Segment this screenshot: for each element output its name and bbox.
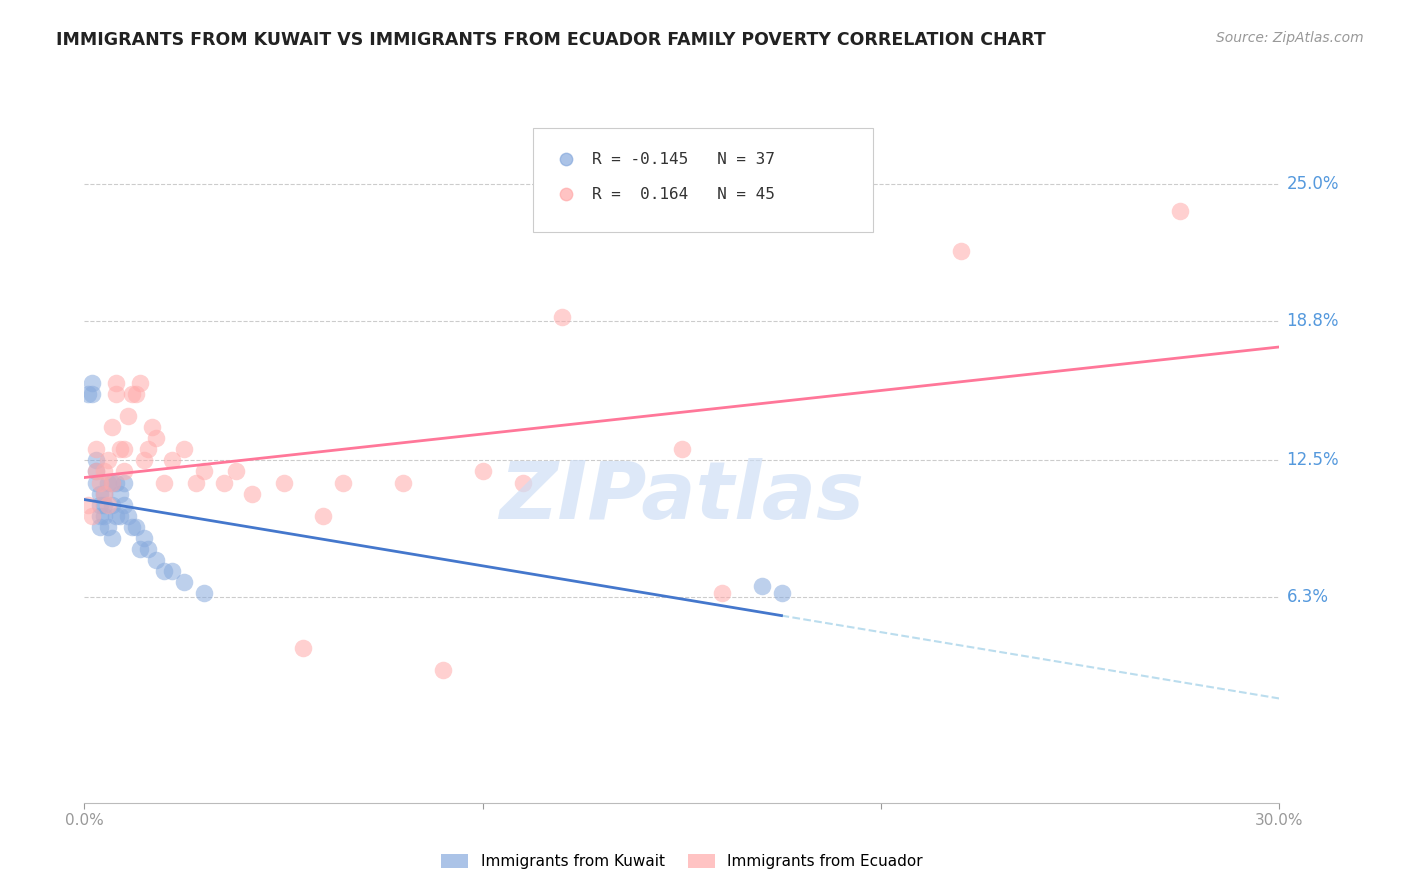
Point: [949, 244, 972, 258]
Point: [112, 465, 135, 479]
Point: [82, 508, 104, 523]
Point: [432, 663, 454, 677]
Point: [212, 475, 235, 490]
Point: [86, 475, 108, 490]
Point: [332, 475, 354, 490]
Text: R = -0.145   N = 37: R = -0.145 N = 37: [592, 152, 775, 167]
Point: [392, 475, 415, 490]
Point: [89, 519, 111, 533]
Text: Source: ZipAtlas.com: Source: ZipAtlas.com: [1216, 31, 1364, 45]
Point: [105, 376, 128, 391]
Point: [129, 376, 152, 391]
Point: [551, 310, 574, 324]
Point: [101, 475, 124, 490]
Point: [77, 498, 100, 512]
Point: [89, 498, 111, 512]
Point: [136, 541, 159, 556]
Point: [82, 387, 104, 401]
Point: [193, 465, 215, 479]
Point: [82, 376, 104, 391]
Point: [86, 465, 108, 479]
Point: [101, 498, 124, 512]
Point: [153, 564, 176, 578]
Point: [101, 475, 124, 490]
Point: [129, 541, 152, 556]
Point: [110, 508, 132, 523]
Point: [770, 586, 793, 600]
Point: [86, 442, 108, 457]
Point: [97, 453, 120, 467]
Point: [105, 475, 128, 490]
Point: [225, 465, 247, 479]
Point: [89, 508, 111, 523]
Text: R =  0.164   N = 45: R = 0.164 N = 45: [592, 186, 775, 202]
Point: [93, 498, 115, 512]
Point: [77, 387, 100, 401]
Point: [105, 508, 128, 523]
Point: [1168, 203, 1191, 218]
Point: [136, 442, 159, 457]
Text: IMMIGRANTS FROM KUWAIT VS IMMIGRANTS FROM ECUADOR FAMILY POVERTY CORRELATION CHA: IMMIGRANTS FROM KUWAIT VS IMMIGRANTS FRO…: [56, 31, 1046, 49]
Point: [471, 465, 494, 479]
Point: [512, 475, 534, 490]
Point: [173, 442, 195, 457]
Text: ZIPatlas: ZIPatlas: [499, 458, 865, 536]
Point: [193, 586, 215, 600]
Legend: Immigrants from Kuwait, Immigrants from Ecuador: Immigrants from Kuwait, Immigrants from …: [434, 848, 929, 875]
Point: [112, 475, 135, 490]
Point: [89, 486, 111, 500]
Point: [292, 641, 315, 656]
Point: [710, 586, 733, 600]
Point: [110, 486, 132, 500]
Point: [112, 442, 135, 457]
Point: [184, 475, 207, 490]
Text: 25.0%: 25.0%: [1286, 176, 1339, 194]
Point: [93, 465, 115, 479]
Point: [101, 420, 124, 434]
Point: [173, 574, 195, 589]
Point: [240, 486, 263, 500]
Point: [125, 387, 148, 401]
Point: [671, 442, 693, 457]
Point: [117, 409, 139, 424]
Point: [97, 498, 120, 512]
Point: [86, 453, 108, 467]
Point: [312, 508, 335, 523]
Point: [751, 579, 773, 593]
Text: 6.3%: 6.3%: [1286, 589, 1329, 607]
Point: [125, 519, 148, 533]
Text: 12.5%: 12.5%: [1286, 451, 1339, 469]
Point: [132, 453, 156, 467]
Point: [93, 508, 115, 523]
Point: [160, 453, 183, 467]
Point: [160, 564, 183, 578]
Point: [105, 387, 128, 401]
Point: [97, 519, 120, 533]
Point: [101, 531, 124, 545]
Point: [132, 531, 156, 545]
Point: [93, 486, 115, 500]
Point: [110, 442, 132, 457]
Point: [153, 475, 176, 490]
Point: [145, 553, 167, 567]
Point: [145, 431, 167, 445]
FancyBboxPatch shape: [533, 128, 873, 232]
Point: [121, 387, 143, 401]
Point: [86, 465, 108, 479]
Point: [117, 508, 139, 523]
Point: [112, 498, 135, 512]
Point: [97, 475, 120, 490]
Point: [93, 486, 115, 500]
Text: 18.8%: 18.8%: [1286, 312, 1339, 330]
Point: [121, 519, 143, 533]
Point: [89, 475, 111, 490]
Point: [141, 420, 163, 434]
Point: [273, 475, 295, 490]
